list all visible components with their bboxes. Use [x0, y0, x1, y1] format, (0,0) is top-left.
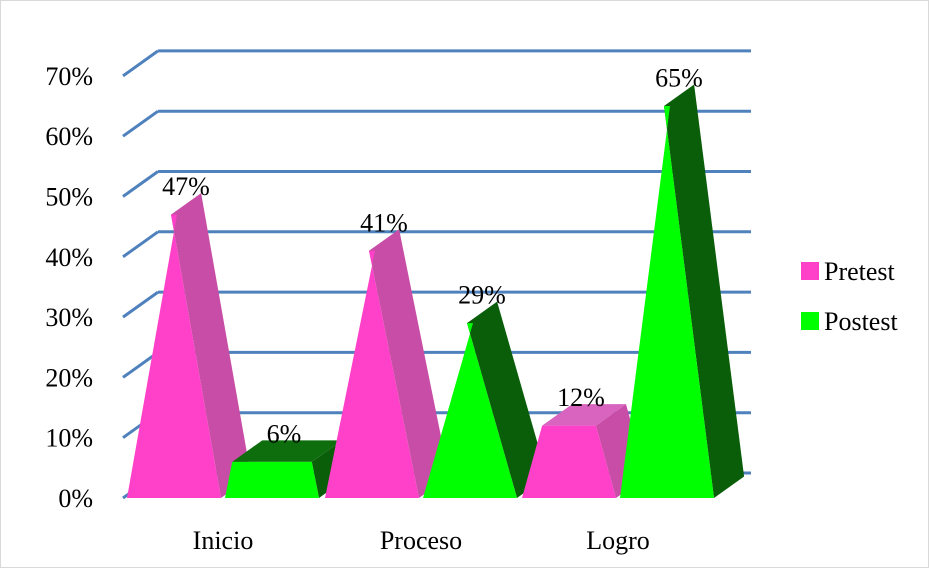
bar-front	[127, 214, 221, 498]
legend-item-pretest: Pretest	[801, 257, 896, 286]
bar-pretest-proceso	[325, 229, 450, 498]
bar-front	[522, 425, 616, 498]
legend-label: Pretest	[824, 257, 896, 286]
bar-side	[171, 193, 252, 498]
gridline-depth	[122, 290, 159, 319]
bar-postest-proceso	[423, 301, 548, 498]
gridline	[122, 109, 751, 138]
y-tick-label: 50%	[45, 183, 93, 212]
y-tick-label: 20%	[45, 363, 93, 392]
bar-pretest-inicio	[127, 193, 252, 498]
bar-front	[620, 106, 714, 499]
data-label: 47%	[162, 172, 210, 201]
bar-side	[664, 84, 745, 499]
legend-item-postest: Postest	[801, 307, 898, 336]
y-tick-label: 60%	[45, 122, 93, 151]
data-label: 6%	[267, 419, 302, 448]
data-label: 65%	[655, 64, 703, 93]
bar-side	[467, 301, 548, 498]
bar-side	[369, 229, 450, 498]
data-label: 12%	[557, 383, 605, 412]
gridline-depth	[122, 230, 159, 259]
x-category-label: Proceso	[380, 526, 462, 555]
gridline-depth	[122, 49, 159, 78]
bar-front	[325, 250, 419, 498]
gridline-depth	[122, 170, 159, 198]
y-tick-label: 0%	[58, 484, 93, 513]
data-label: 41%	[360, 208, 408, 237]
y-tick-label: 30%	[45, 303, 93, 332]
x-category-label: Logro	[586, 526, 650, 555]
gridline	[122, 49, 751, 78]
x-category-label: Inicio	[193, 526, 254, 555]
y-tick-label: 70%	[45, 62, 93, 91]
gridline	[122, 170, 751, 198]
gridline	[122, 230, 751, 259]
bar-postest-logro	[620, 84, 745, 499]
y-tick-label: 10%	[45, 424, 93, 453]
y-tick-label: 40%	[45, 243, 93, 272]
legend-swatch	[801, 312, 819, 330]
bar-top	[232, 440, 342, 462]
data-label: 29%	[458, 281, 506, 310]
legend-swatch	[801, 262, 819, 280]
bar-front	[423, 323, 517, 498]
gridline-depth	[122, 109, 159, 138]
bar-top	[542, 404, 626, 426]
bar-front	[225, 461, 319, 498]
legend-label: Postest	[824, 307, 898, 336]
